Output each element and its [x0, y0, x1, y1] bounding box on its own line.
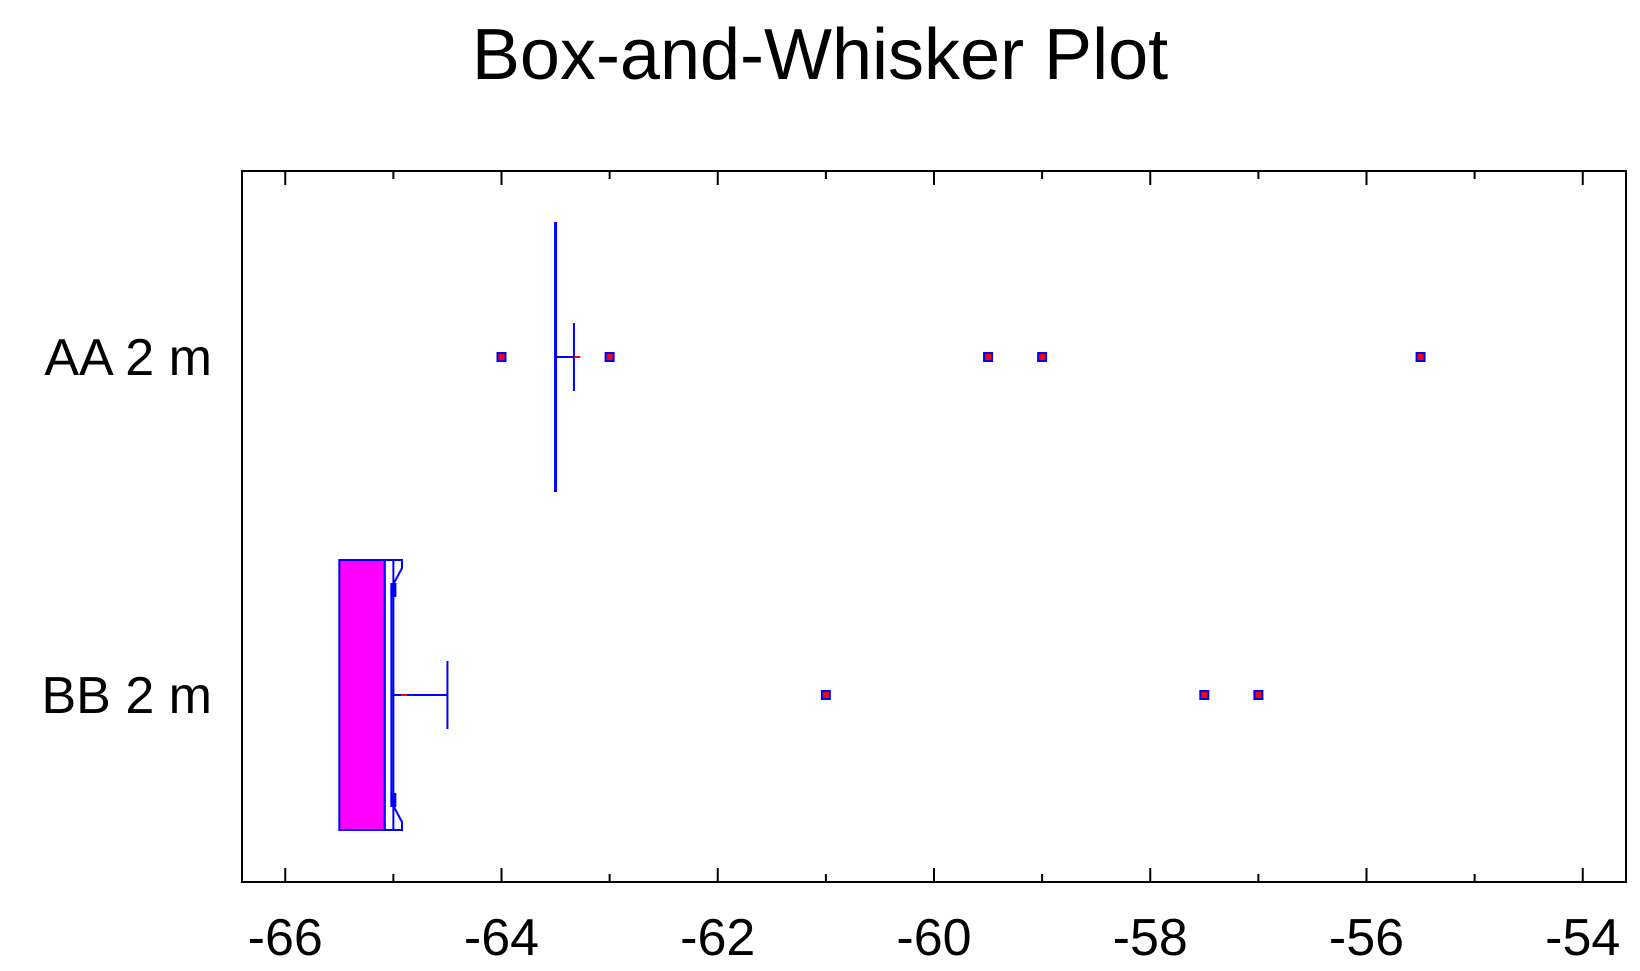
x-tick-label: -56	[1329, 909, 1404, 967]
outlier-point	[1037, 352, 1048, 362]
x-tick-label: -58	[1113, 909, 1188, 967]
outlier-point	[1199, 690, 1210, 700]
outlier-point	[604, 352, 615, 362]
outlier-point	[820, 690, 831, 700]
plot-frame	[241, 170, 1627, 883]
x-tick-label: -64	[464, 909, 539, 967]
x-tick-label: -60	[896, 909, 971, 967]
x-tick-label: -66	[248, 909, 323, 967]
outlier-point	[1415, 352, 1426, 362]
outlier-point	[983, 352, 994, 362]
box	[338, 559, 386, 831]
chart-title: Box-and-Whisker Plot	[471, 15, 1169, 95]
outlier-point	[1253, 690, 1264, 700]
axes: -66 -64 -62 -60 -58 -56 -54 AA 2 m BB 2 m	[42, 170, 1627, 967]
category-label: BB 2 m	[42, 667, 213, 725]
x-tick-label: -62	[680, 909, 755, 967]
x-tick-label: -54	[1545, 909, 1620, 967]
category-label: AA 2 m	[44, 329, 212, 387]
outlier-point	[496, 352, 507, 362]
chart-marks	[338, 222, 1426, 831]
